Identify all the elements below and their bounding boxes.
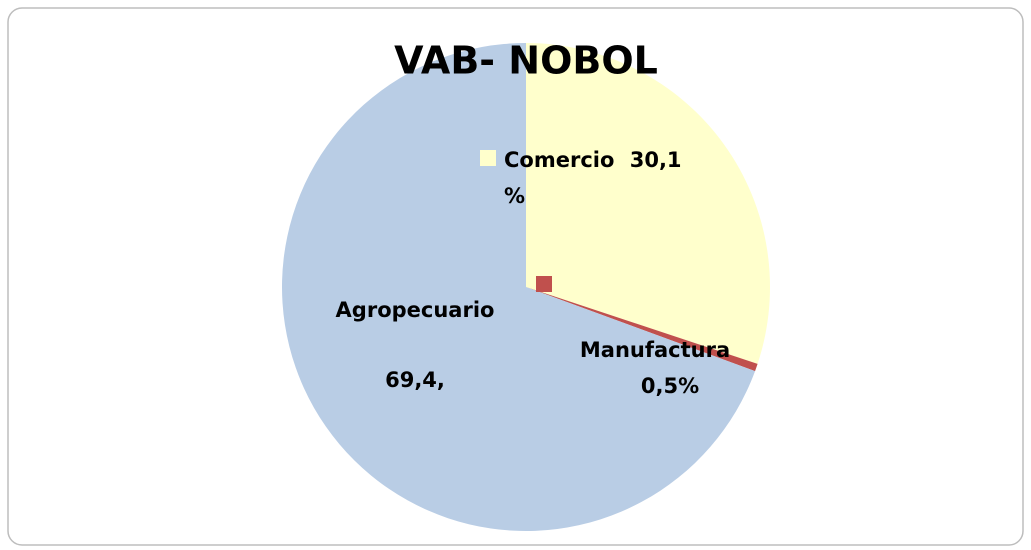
legend-key [536, 276, 552, 292]
legend-key [480, 150, 496, 166]
category-label: Manufactura [579, 338, 731, 362]
data-label: Comercio 30,1 % [470, 142, 694, 214]
data-label: Manufactura 0,5% [555, 332, 755, 404]
category-label: Comercio [504, 148, 615, 172]
pie-slice [526, 43, 770, 364]
pie-slice [526, 287, 758, 372]
pie [282, 43, 770, 531]
category-label: Agropecuario [335, 298, 495, 322]
chart-title: VAB- NOBOL [394, 39, 658, 83]
value-label: 30,1 % [504, 148, 682, 208]
pie-slice [282, 43, 756, 531]
value-label: 0,5% [640, 374, 700, 398]
data-label: Agropecuario 69,4, [310, 292, 520, 398]
value-label: 69,4, [385, 368, 445, 392]
